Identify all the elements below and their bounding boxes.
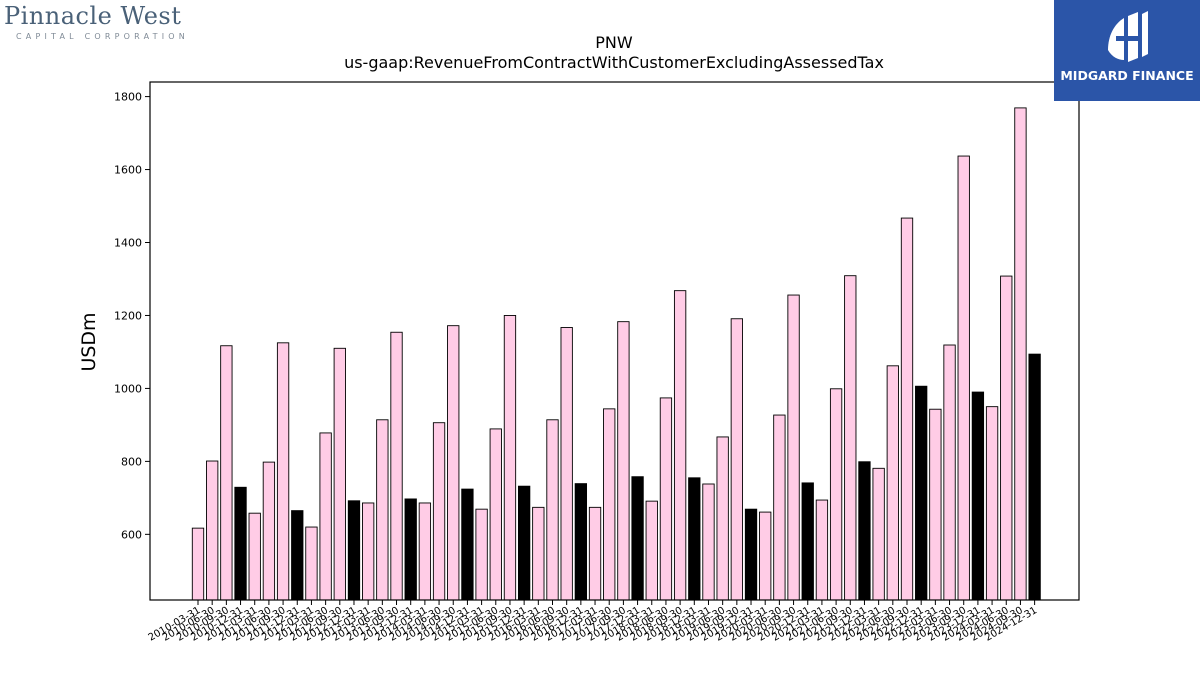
bar <box>362 502 375 601</box>
bar <box>305 526 318 601</box>
bar <box>1014 107 1027 601</box>
bar <box>517 485 531 601</box>
bar <box>971 391 985 601</box>
chart-title: PNW <box>595 33 633 52</box>
bar <box>574 483 588 601</box>
bar <box>1028 353 1041 601</box>
bar <box>546 419 559 601</box>
y-tick-label: 1400 <box>114 237 142 250</box>
bar <box>220 345 233 601</box>
y-tick-label: 1200 <box>114 309 142 322</box>
bar <box>191 527 205 601</box>
bar <box>844 275 857 601</box>
bar <box>390 331 403 601</box>
plot-frame <box>149 81 1080 601</box>
bar <box>900 217 914 601</box>
bar <box>291 510 304 601</box>
bar <box>702 483 715 601</box>
bar <box>1000 275 1013 601</box>
bar <box>234 486 247 601</box>
bar <box>333 347 346 601</box>
bar <box>929 408 942 601</box>
y-tick-label: 600 <box>121 528 142 541</box>
bar <box>957 155 970 601</box>
bar <box>688 477 701 601</box>
bar <box>744 508 758 601</box>
bar <box>943 344 956 601</box>
bar <box>432 422 446 601</box>
bar <box>645 500 658 601</box>
bar <box>759 511 772 601</box>
bar <box>503 315 517 601</box>
bar <box>659 397 673 601</box>
bar <box>787 294 800 601</box>
x-axis-ticks: 2010-03-312010-06-302010-09-302010-12-31… <box>147 600 1039 644</box>
y-axis-ticks: 600 800 1000 1200 1400 1600 1800 <box>114 91 150 541</box>
bar <box>447 325 460 601</box>
bar <box>319 432 332 601</box>
bar <box>206 460 219 601</box>
y-tick-label: 1800 <box>114 91 142 104</box>
bar <box>858 461 871 601</box>
bar-series <box>191 107 1041 601</box>
bar <box>489 428 502 601</box>
bar <box>276 342 290 601</box>
bar <box>886 365 899 601</box>
bar <box>262 461 276 601</box>
chart-subtitle: us-gaap:RevenueFromContractWithCustomerE… <box>344 53 884 72</box>
bar <box>532 506 545 601</box>
bar <box>985 406 999 601</box>
bar <box>461 488 474 601</box>
bar <box>716 436 729 601</box>
bar <box>376 419 389 601</box>
bar <box>248 512 261 601</box>
logo-left-subtitle: CAPITAL CORPORATION <box>16 32 189 41</box>
y-tick-label: 1000 <box>114 382 142 395</box>
bar <box>801 482 814 601</box>
bar <box>603 408 616 601</box>
bar <box>617 321 630 601</box>
bar <box>418 502 432 601</box>
midgard-mark-icon <box>1108 11 1148 62</box>
y-tick-label: 1600 <box>114 164 142 177</box>
bar <box>347 500 361 601</box>
bar <box>631 476 644 601</box>
logo-left-name: Pinnacle West <box>4 2 182 30</box>
bar <box>475 508 488 601</box>
bar <box>872 467 885 601</box>
bar <box>588 506 602 601</box>
bar <box>815 499 829 601</box>
pinnacle-west-logo: Pinnacle West CAPITAL CORPORATION <box>4 2 204 46</box>
bar <box>404 498 417 601</box>
bar <box>773 414 786 601</box>
y-axis-label: USDm <box>78 312 100 371</box>
midgard-finance-logo: MIDGARD FINANCE <box>1054 0 1200 101</box>
bar <box>673 290 687 601</box>
bar <box>915 385 928 601</box>
y-tick-label: 800 <box>121 455 142 468</box>
logo-right-brand: MIDGARD FINANCE <box>1060 68 1194 83</box>
bar <box>560 327 573 601</box>
bar <box>730 318 743 601</box>
bar <box>829 388 843 601</box>
